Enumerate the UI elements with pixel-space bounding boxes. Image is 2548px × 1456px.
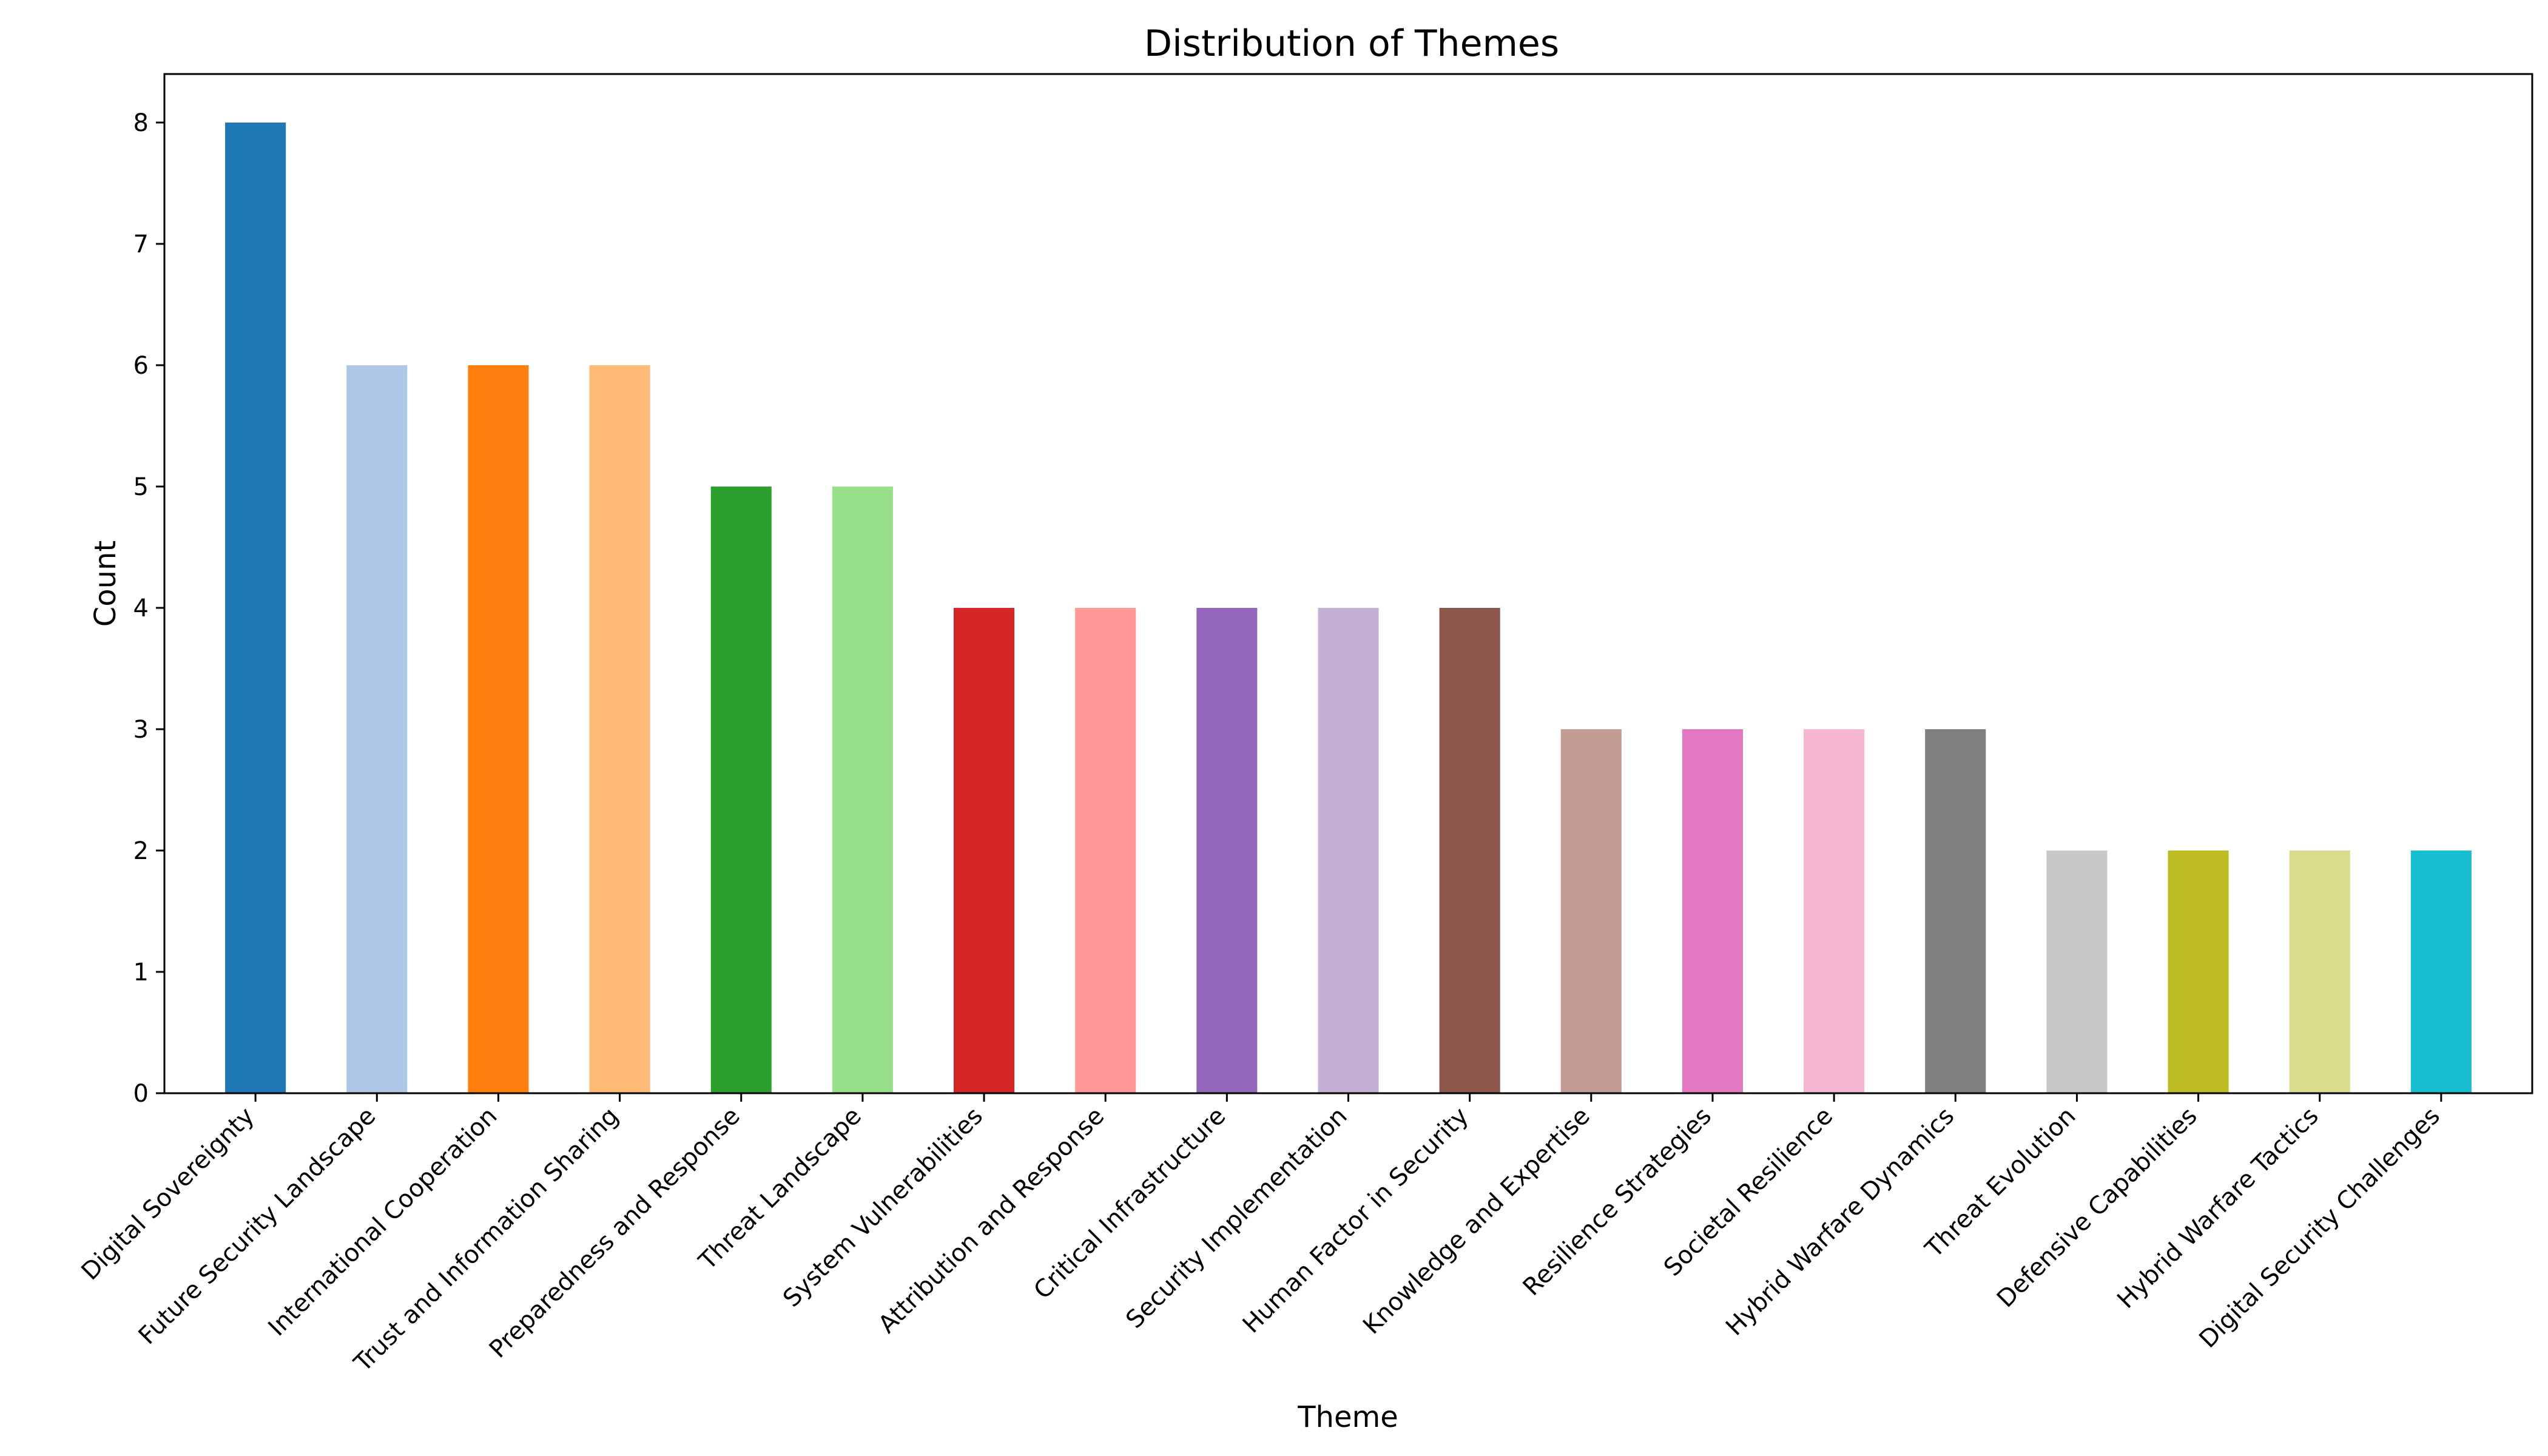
bar [1196, 608, 1258, 1093]
x-tick-label: Knowledge and Expertise [1358, 1102, 1596, 1340]
bar [1804, 729, 1865, 1093]
x-tick-label: Trust and Information Sharing [348, 1102, 624, 1378]
x-tick-label: International Cooperation [263, 1102, 503, 1342]
bar [589, 365, 650, 1093]
x-tick-label: Defensive Capabilities [1992, 1102, 2203, 1313]
bar [1318, 608, 1379, 1093]
bar [2410, 851, 2472, 1093]
bar [1075, 608, 1136, 1093]
bar [1560, 729, 1622, 1093]
y-tick-label: 7 [133, 231, 149, 258]
x-tick-label: Future Security Landscape [133, 1102, 382, 1350]
plot-frame [163, 73, 2533, 1094]
y-tick-label: 4 [133, 595, 149, 622]
y-axis-label: Count [89, 541, 123, 627]
y-tick-label: 5 [133, 473, 149, 501]
bar [710, 487, 772, 1093]
bar [2046, 851, 2108, 1093]
bar [2168, 851, 2229, 1093]
bar [346, 365, 408, 1093]
bar [468, 365, 529, 1093]
bar [832, 487, 893, 1093]
x-tick-label: System Vulnerabilities [778, 1102, 988, 1313]
y-tick-label: 8 [133, 109, 149, 137]
y-tick-label: 2 [133, 837, 149, 865]
bar [1925, 729, 1986, 1093]
x-tick-label: Preparedness and Response [484, 1102, 746, 1364]
bar [2289, 851, 2350, 1093]
y-tick-label: 6 [133, 352, 149, 380]
x-tick-label: Human Factor in Security [1238, 1102, 1474, 1339]
x-tick-label: Hybrid Warfare Tactics [2112, 1102, 2324, 1314]
x-tick-label: Security Implementation [1121, 1102, 1352, 1334]
chart-title: Distribution of Themes [1144, 22, 1559, 65]
x-tick-label: Attribution and Response [873, 1102, 1110, 1339]
y-tick-label: 3 [133, 716, 149, 744]
bar [1682, 729, 1743, 1093]
y-tick-label: 1 [133, 959, 149, 986]
bar [1439, 608, 1500, 1093]
bar [225, 123, 286, 1093]
x-tick-label: Hybrid Warfare Dynamics [1721, 1102, 1960, 1341]
bar [954, 608, 1015, 1093]
y-tick-label: 0 [133, 1080, 149, 1108]
x-tick-label: Digital Security Challenges [2194, 1102, 2445, 1354]
x-axis-label: Theme [1297, 1400, 1398, 1434]
